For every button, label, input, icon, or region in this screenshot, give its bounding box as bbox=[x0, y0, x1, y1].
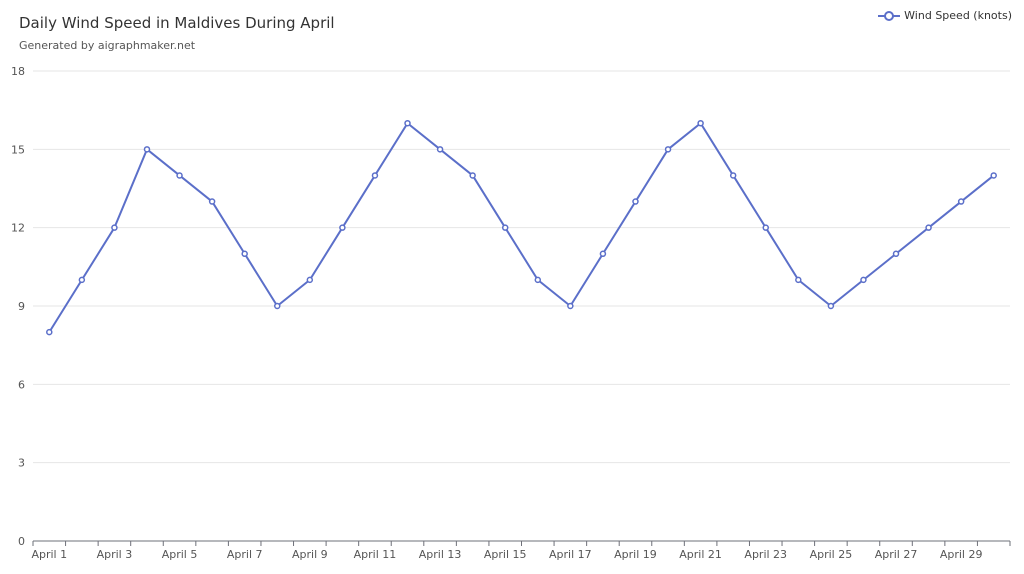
data-point bbox=[241, 250, 248, 258]
y-tick-label: 9 bbox=[18, 300, 25, 313]
data-point bbox=[599, 250, 607, 258]
y-tick-label: 12 bbox=[11, 222, 25, 235]
legend-label: Wind Speed (knots) bbox=[904, 9, 1012, 22]
x-tick-label: April 15 bbox=[484, 548, 527, 561]
data-point bbox=[143, 146, 151, 153]
x-tick-label: April 1 bbox=[31, 548, 67, 561]
x-tick-label: April 19 bbox=[614, 548, 657, 561]
data-point bbox=[697, 119, 704, 127]
data-point bbox=[860, 276, 867, 284]
x-tick-label: April 11 bbox=[354, 548, 397, 561]
legend-line-marker-icon bbox=[878, 10, 901, 21]
x-tick-label: April 3 bbox=[97, 548, 133, 561]
x-tick-label: April 25 bbox=[810, 548, 853, 561]
data-point bbox=[762, 224, 769, 231]
data-point bbox=[925, 224, 932, 231]
x-tick-label: April 21 bbox=[679, 548, 722, 561]
data-point bbox=[306, 276, 314, 284]
x-tick-label: April 29 bbox=[940, 548, 983, 561]
x-tick-label: April 27 bbox=[875, 548, 918, 561]
data-point bbox=[501, 224, 509, 231]
data-point bbox=[534, 276, 542, 284]
data-point bbox=[729, 172, 737, 179]
y-tick-label: 6 bbox=[18, 378, 25, 391]
data-point bbox=[664, 146, 672, 153]
data-point bbox=[795, 276, 802, 284]
x-tick-label: April 9 bbox=[292, 548, 328, 561]
x-tick-label: April 7 bbox=[227, 548, 263, 561]
data-point bbox=[827, 302, 835, 310]
data-point bbox=[567, 302, 574, 310]
x-tick-label: April 5 bbox=[162, 548, 198, 561]
data-point bbox=[469, 172, 476, 179]
data-point bbox=[176, 172, 183, 179]
y-tick-label: 0 bbox=[18, 535, 25, 548]
data-point bbox=[46, 328, 53, 336]
series-line bbox=[48, 122, 995, 333]
x-tick-label: April 17 bbox=[549, 548, 592, 561]
data-point bbox=[404, 119, 411, 127]
y-tick-label: 15 bbox=[11, 143, 25, 156]
data-point bbox=[990, 172, 997, 179]
data-point bbox=[371, 172, 379, 179]
data-point bbox=[892, 250, 900, 258]
data-point bbox=[274, 302, 281, 310]
data-point bbox=[111, 224, 118, 231]
data-point bbox=[339, 224, 346, 231]
data-point bbox=[78, 276, 86, 284]
data-point bbox=[632, 198, 639, 205]
x-tick-label: April 23 bbox=[744, 548, 787, 561]
data-point bbox=[436, 146, 444, 153]
chart-title: Daily Wind Speed in Maldives During Apri… bbox=[19, 14, 335, 32]
legend[interactable]: Wind Speed (knots) bbox=[878, 9, 1012, 22]
y-tick-label: 3 bbox=[18, 457, 25, 470]
data-point bbox=[208, 198, 216, 205]
chart-subtitle: Generated by aigraphmaker.net bbox=[19, 39, 196, 52]
data-point bbox=[957, 198, 965, 205]
y-tick-label: 18 bbox=[11, 65, 25, 78]
x-tick-label: April 13 bbox=[419, 548, 462, 561]
